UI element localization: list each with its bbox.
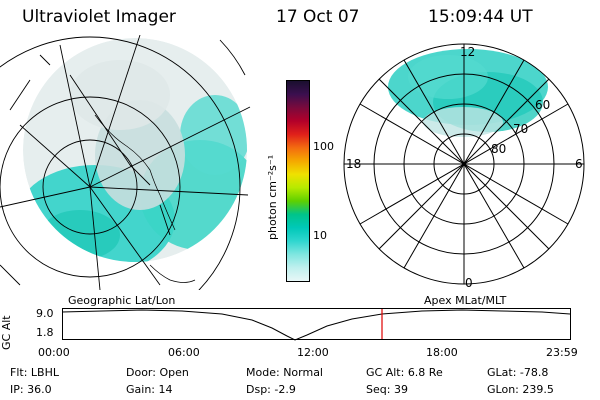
- instrument-title: Ultraviolet Imager: [22, 7, 176, 27]
- timeline-xtick-0600: 06:00: [168, 346, 200, 359]
- timeline-ylabel: GC Alt: [0, 315, 13, 350]
- mlt-label-12: 12: [460, 45, 475, 59]
- timeline-xtick-2359: 23:59: [546, 346, 578, 359]
- colorbar-tick-100: 100: [313, 140, 334, 153]
- colorbar-tick-10: 10: [313, 229, 327, 242]
- timeline-ytick-low: 1.8: [36, 326, 54, 339]
- mlt-label-6: 6: [575, 157, 583, 171]
- timeline-ytick-high: 9.0: [36, 307, 54, 320]
- timeline-xtick-1800: 18:00: [426, 346, 458, 359]
- caption-geographic: Geographic Lat/Lon: [68, 294, 176, 307]
- mlt-label-18: 18: [346, 157, 361, 171]
- status-flt: Flt: LBHL: [10, 366, 59, 379]
- status-mode: Mode: Normal: [246, 366, 323, 379]
- caption-apex: Apex MLat/MLT: [424, 294, 507, 307]
- timeline-xtick-1200: 12:00: [297, 346, 329, 359]
- auroral-emission-geo: [23, 38, 247, 262]
- status-glon: GLon: 239.5: [487, 383, 554, 396]
- auroral-emission-polar: [388, 49, 548, 137]
- polar-plot: 12 18 6 0 60 70 80: [343, 43, 585, 290]
- date-label: 17 Oct 07: [276, 7, 360, 27]
- status-gc-alt: GC Alt: 6.8 Re: [366, 366, 443, 379]
- colorbar-unit-label: photon cm⁻²s⁻¹: [266, 154, 279, 240]
- altitude-curve: [62, 309, 571, 341]
- mlat-label-80: 80: [491, 142, 506, 156]
- mlat-label-60: 60: [535, 98, 550, 112]
- status-door: Door: Open: [126, 366, 189, 379]
- mlt-label-0: 0: [465, 276, 473, 290]
- status-seq: Seq: 39: [366, 383, 408, 396]
- status-dsp: Dsp: -2.9: [246, 383, 296, 396]
- colorbar: [286, 80, 310, 282]
- status-ip: IP: 36.0: [10, 383, 52, 396]
- geographic-image: [0, 35, 251, 290]
- polar-grid: [343, 43, 585, 285]
- timeline-xtick-0000: 00:00: [38, 346, 70, 359]
- status-glat: GLat: -78.8: [487, 366, 549, 379]
- geo-grid: [0, 35, 251, 290]
- altitude-timeline: [62, 308, 571, 341]
- status-gain: Gain: 14: [126, 383, 173, 396]
- mlat-label-70: 70: [513, 122, 528, 136]
- time-label: 15:09:44 UT: [428, 7, 533, 27]
